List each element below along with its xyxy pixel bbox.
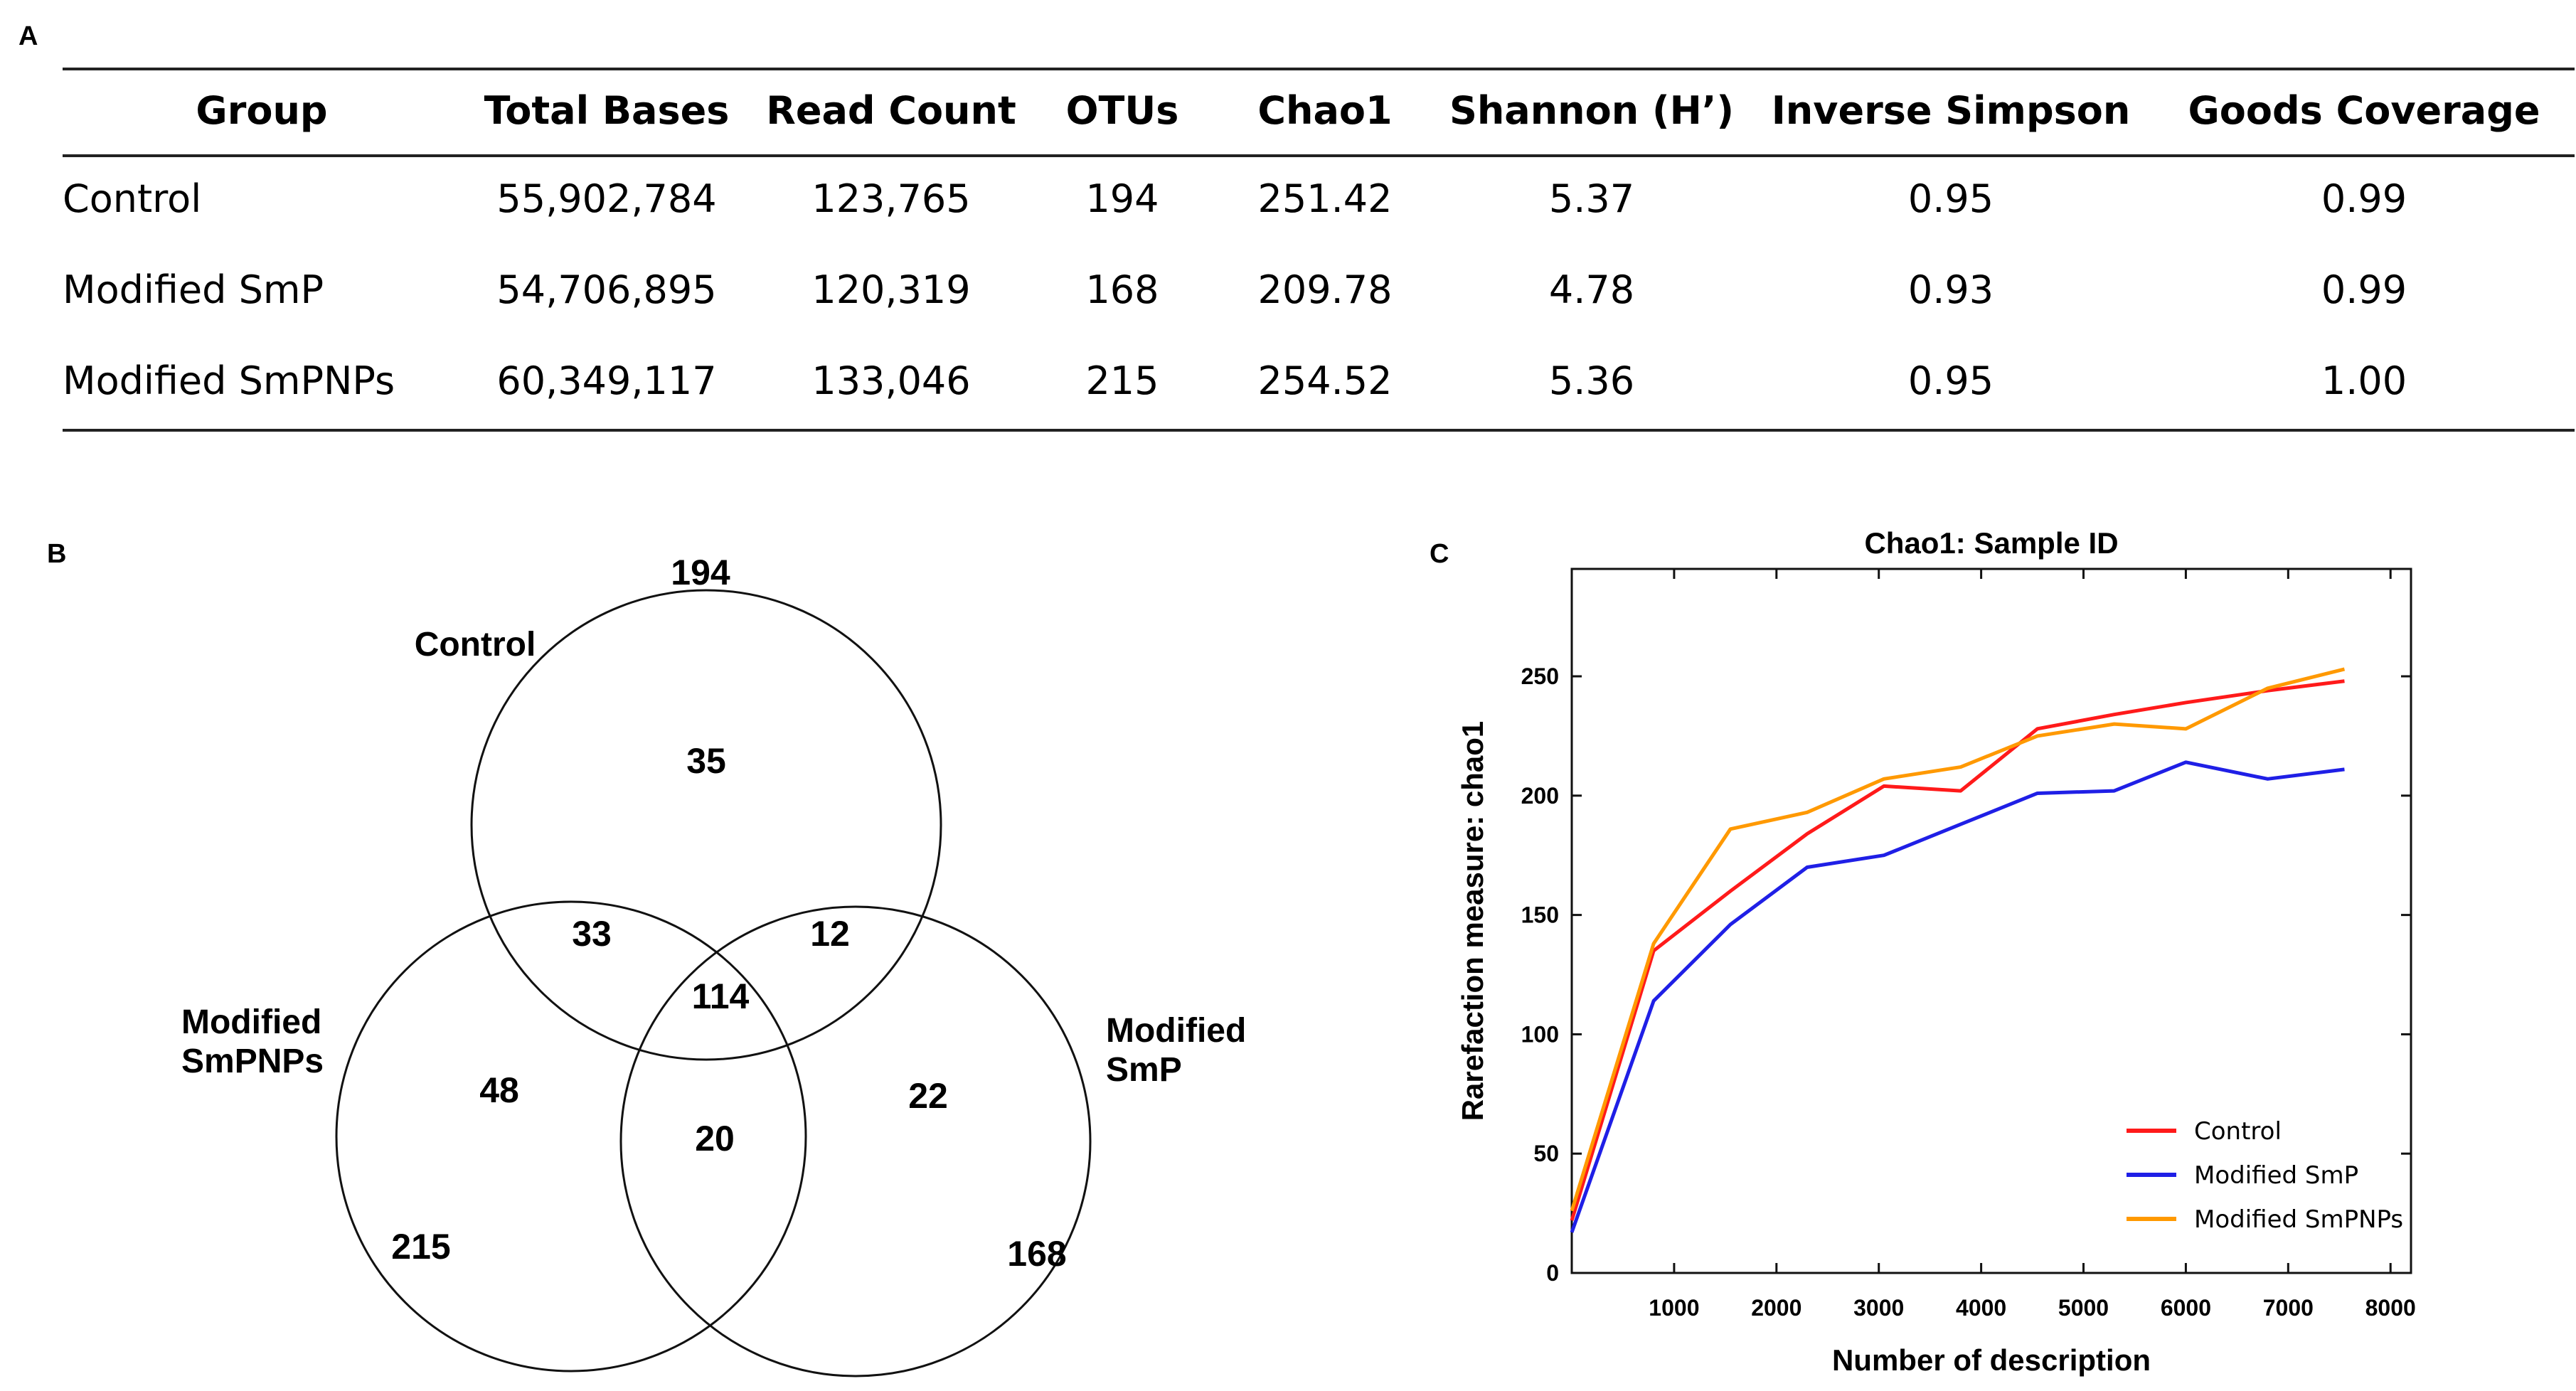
venn-circle-smpnps [335,900,807,1373]
x-tick-label: 4000 [1956,1295,2006,1321]
chart-legend: Control Modified SmP Modified SmPNPs [2127,1117,2403,1234]
venn-total-control: 194 [671,553,730,592]
header-shannon: Shannon (H’) [1449,87,1735,133]
table-cell: Modified SmPNPs [63,358,395,403]
table-cell: 54,706,895 [496,267,717,312]
table-cell: Modified SmP [63,267,324,312]
table-cell: 120,319 [811,267,971,312]
y-tick-label: 100 [1521,1021,1559,1047]
venn-region-smp-only: 22 [908,1076,948,1116]
x-axis-ticks: 1000 2000 3000 4000 5000 6000 7000 8000 [1649,569,2416,1321]
table-cell: 5.37 [1548,176,1635,221]
table-cell: 123,765 [811,176,971,221]
table-cell: 254.52 [1257,358,1393,403]
table-cell: 251.42 [1257,176,1393,221]
y-axis-label: Rarefaction measure: chao1 [1456,721,1489,1121]
table-cell: 60,349,117 [496,358,717,403]
panel-label-b: B [47,539,67,569]
venn-region-control-smp: 12 [810,914,850,954]
series-line-2 [1570,667,2346,1212]
table-cell: 0.99 [2321,267,2407,312]
table-cell: 4.78 [1548,267,1635,312]
x-tick-label: 6000 [2161,1295,2211,1321]
venn-label-smp-line2: SmP [1106,1051,1182,1089]
table-cell: 209.78 [1257,267,1393,312]
venn-region-smpnps-only: 48 [479,1070,519,1110]
series-lines [1570,667,2346,1233]
x-tick-label: 1000 [1649,1295,1699,1321]
venn-circle-smp [619,905,1092,1377]
legend-label: Modified SmP [2194,1161,2358,1190]
table-cell: 1.00 [2321,358,2407,403]
venn-circle-control [470,589,942,1061]
table-cell: 0.93 [1907,267,1994,312]
table-header-row: Group Total Bases Read Count OTUs Chao1 … [63,68,2575,153]
series-line-0 [1570,679,2345,1221]
venn-label-smpnps-line2: SmPNPs [181,1043,324,1080]
rarefaction-chart: 0 50 100 150 200 250 1000 2000 3000 4000 5000 6000… [1456,526,2416,1377]
table-bottom-rule [63,429,2575,432]
panel-label-a: A [18,21,38,51]
table-cell: 133,046 [811,358,971,403]
table-cell: 0.99 [2321,176,2407,221]
table-cell: 215 [1085,358,1159,403]
series-line-1 [1570,760,2345,1233]
header-read-count: Read Count [766,87,1016,133]
header-group: Group [196,87,328,133]
table-row: Modified SmP 54,706,895 120,319 168 209.… [63,244,2575,335]
plot-area [1570,567,2412,1274]
y-tick-label: 150 [1521,902,1559,928]
header-inverse-simpson: Inverse Simpson [1771,87,2131,133]
venn-region-all-three: 114 [692,976,750,1016]
x-tick-label: 8000 [2365,1295,2416,1321]
plot-frame [1570,567,2412,1274]
header-otus: OTUs [1065,87,1179,133]
legend-label: Control [2194,1117,2282,1146]
venn-label-control: Control [415,626,536,663]
diversity-table: Group Total Bases Read Count OTUs Chao1 … [63,68,2575,426]
venn-region-smpnps-smp: 20 [695,1119,735,1158]
x-tick-label: 7000 [2263,1295,2314,1321]
x-tick-label: 5000 [2058,1295,2109,1321]
table-cell: 194 [1085,176,1159,221]
x-tick-label: 3000 [1853,1295,1904,1321]
header-total-bases: Total Bases [484,87,730,133]
chart-title: Chao1: Sample ID [1864,526,2118,560]
venn-label-smp-line1: Modified [1106,1012,1246,1050]
y-tick-label: 250 [1521,663,1559,689]
x-axis-label: Number of description [1832,1343,2151,1377]
table-cell: 5.36 [1548,358,1635,403]
venn-total-smp: 168 [1007,1234,1066,1274]
venn-diagram: 194 Control Modified SmPNPs 215 Modified… [181,553,1246,1377]
diversity-table-panel: Group Total Bases Read Count OTUs Chao1 … [63,68,2575,432]
table-row: Control 55,902,784 123,765 194 251.42 5.… [63,153,2575,244]
y-tick-label: 200 [1521,783,1559,809]
table-cell: 0.95 [1907,176,1994,221]
venn-region-control-smpnps: 33 [572,914,612,954]
table-cell: 55,902,784 [496,176,717,221]
panel-label-c: C [1430,539,1449,569]
table-header-rule [63,154,2575,157]
y-axis-ticks: 0 50 100 150 200 250 [1521,663,2411,1286]
y-tick-label: 50 [1533,1141,1559,1166]
x-tick-label: 2000 [1751,1295,1801,1321]
venn-label-smpnps-line1: Modified [181,1003,321,1041]
venn-total-smpnps: 215 [391,1227,450,1267]
table-cell: 0.95 [1907,358,1994,403]
table-top-rule [63,68,2575,70]
header-chao1: Chao1 [1257,87,1393,133]
table-cell: Control [63,176,202,221]
table-row: Modified SmPNPs 60,349,117 133,046 215 2… [63,335,2575,426]
venn-region-control-only: 35 [686,741,726,781]
header-goods-coverage: Goods Coverage [2188,87,2540,133]
table-cell: 168 [1085,267,1159,312]
y-tick-label: 0 [1546,1260,1559,1286]
legend-label: Modified SmPNPs [2194,1205,2403,1234]
